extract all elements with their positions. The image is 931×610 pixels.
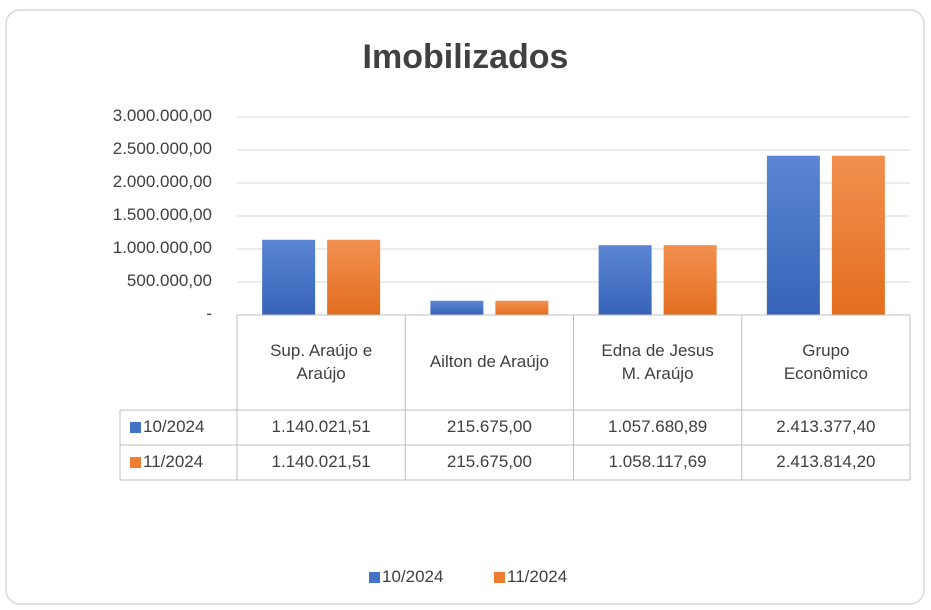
x-tick-label: Sup. Araújo e Araújo	[270, 340, 373, 383]
bar	[262, 239, 316, 315]
bar	[327, 239, 381, 315]
x-tick-label: Grupo Econômico	[783, 340, 868, 383]
legend-key	[130, 457, 141, 468]
table-value: 1.058.117,69	[608, 452, 707, 472]
bar	[831, 155, 885, 315]
y-tick-label: -	[206, 304, 212, 323]
y-tick-label: 500.000,00	[126, 271, 212, 290]
legend-key	[130, 422, 141, 433]
table-value: 215.675,00	[446, 417, 532, 437]
table-value: 1.057.680,89	[607, 417, 708, 437]
y-tick-label: 2.500.000,00	[112, 139, 212, 158]
bar	[430, 300, 484, 315]
bar	[663, 245, 717, 315]
legend-label: 10/2024	[382, 567, 444, 586]
table-value: 2.413.377,40	[776, 417, 876, 437]
legend-key	[369, 572, 380, 583]
table-series-name: 10/2024	[143, 417, 205, 436]
y-tick-label: 3.000.000,00	[112, 106, 212, 125]
bar	[495, 300, 549, 315]
y-tick-label: 2.000.000,00	[112, 172, 212, 191]
chart-title: Imobilizados	[362, 38, 569, 76]
bar	[598, 245, 652, 315]
bar	[766, 155, 820, 315]
table-value: 215.675,00	[446, 452, 532, 472]
legend-label: 11/2024	[507, 567, 568, 586]
x-tick-label: Ailton de Araújo	[429, 352, 549, 372]
table-series-name: 11/2024	[143, 452, 204, 471]
y-tick-label: 1.000.000,00	[112, 238, 212, 257]
y-tick-label: 1.500.000,00	[112, 205, 212, 224]
x-tick-label: Edna de Jesus M. Araújo	[601, 340, 714, 383]
legend-key	[494, 572, 505, 583]
table-value: 2.413.814,20	[776, 452, 876, 472]
table-value: 1.140.021,51	[271, 417, 371, 437]
table-value: 1.140.021,51	[271, 452, 371, 472]
